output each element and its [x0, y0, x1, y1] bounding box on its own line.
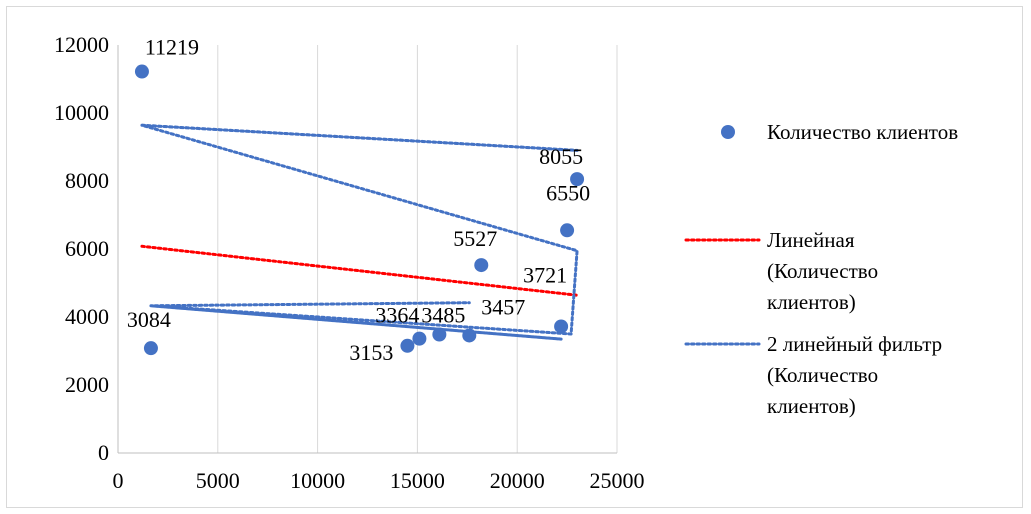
- data-point: [474, 258, 489, 273]
- moving-average-line: [140, 123, 579, 341]
- data-label: 3485: [421, 303, 465, 328]
- data-label: 3721: [523, 262, 567, 287]
- data-point: [560, 223, 575, 238]
- legend-entry-label: Количество клиентов: [767, 120, 958, 144]
- x-tick-label: 20000: [490, 468, 545, 493]
- data-label: 3457: [481, 294, 525, 319]
- data-label: 3084: [127, 307, 171, 332]
- x-tick-label: 10000: [290, 468, 345, 493]
- trendlines: [140, 123, 579, 341]
- data-point: [570, 172, 585, 187]
- legend-entry-label: (Количество: [767, 259, 878, 283]
- legend-entry-label: (Количество: [767, 363, 878, 387]
- data-point: [554, 319, 569, 334]
- data-point: [432, 327, 447, 342]
- data-point: [143, 341, 158, 356]
- data-label: 5527: [453, 226, 497, 251]
- data-label: 8055: [539, 144, 583, 169]
- linear-trendline: [140, 244, 579, 297]
- legend-marker-icon: [721, 125, 735, 139]
- y-tick-label: 0: [98, 440, 109, 465]
- y-tick-label: 4000: [65, 304, 109, 329]
- y-tick-label: 12000: [54, 32, 109, 57]
- chart-frame: [6, 6, 1023, 508]
- x-tick-label: 5000: [196, 468, 240, 493]
- y-tick-label: 8000: [65, 168, 109, 193]
- legend-entry-label: клиентов): [767, 394, 856, 418]
- legend-entry-label: клиентов): [767, 290, 856, 314]
- y-tick-label: 10000: [54, 100, 109, 125]
- data-points: [134, 64, 585, 356]
- legend: Количество клиентов Линейная (Количество кл…: [684, 120, 958, 418]
- data-label: 3364: [375, 303, 419, 328]
- x-tick-label: 15000: [390, 468, 445, 493]
- x-tick-label: 25000: [590, 468, 645, 493]
- data-label: 3153: [349, 340, 393, 365]
- x-tick-label: 0: [113, 468, 124, 493]
- data-point: [462, 328, 477, 343]
- data-label: 11219: [145, 35, 199, 60]
- legend-entry-label: 2 линейный фильтр: [767, 332, 942, 356]
- axes: 0 5000 10000 15000 20000 25000 0 2000 4000 6000 80…: [54, 32, 645, 493]
- data-point: [400, 338, 415, 353]
- data-label: 6550: [546, 180, 590, 205]
- y-tick-label: 2000: [65, 372, 109, 397]
- grid-lines: [217, 45, 618, 453]
- y-tick-label: 6000: [65, 236, 109, 261]
- data-point: [134, 64, 149, 79]
- legend-entry-label: Линейная: [767, 228, 855, 252]
- data-labels: 11219 3084 3153 3364 3485 3457 5527 3721 6550 805…: [127, 35, 590, 365]
- data-point: [412, 331, 427, 346]
